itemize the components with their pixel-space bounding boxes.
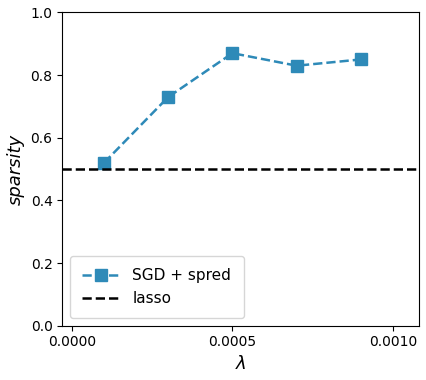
SGD + spred xyxy=(294,63,299,68)
Y-axis label: sparsity: sparsity xyxy=(7,133,25,205)
Legend: SGD + spred, lasso: SGD + spred, lasso xyxy=(70,256,244,318)
X-axis label: $\lambda$: $\lambda$ xyxy=(235,355,246,373)
SGD + spred xyxy=(230,51,235,55)
SGD + spred xyxy=(101,161,106,165)
SGD + spred xyxy=(166,95,171,99)
SGD + spred xyxy=(358,57,363,62)
Line: SGD + spred: SGD + spred xyxy=(98,48,366,168)
